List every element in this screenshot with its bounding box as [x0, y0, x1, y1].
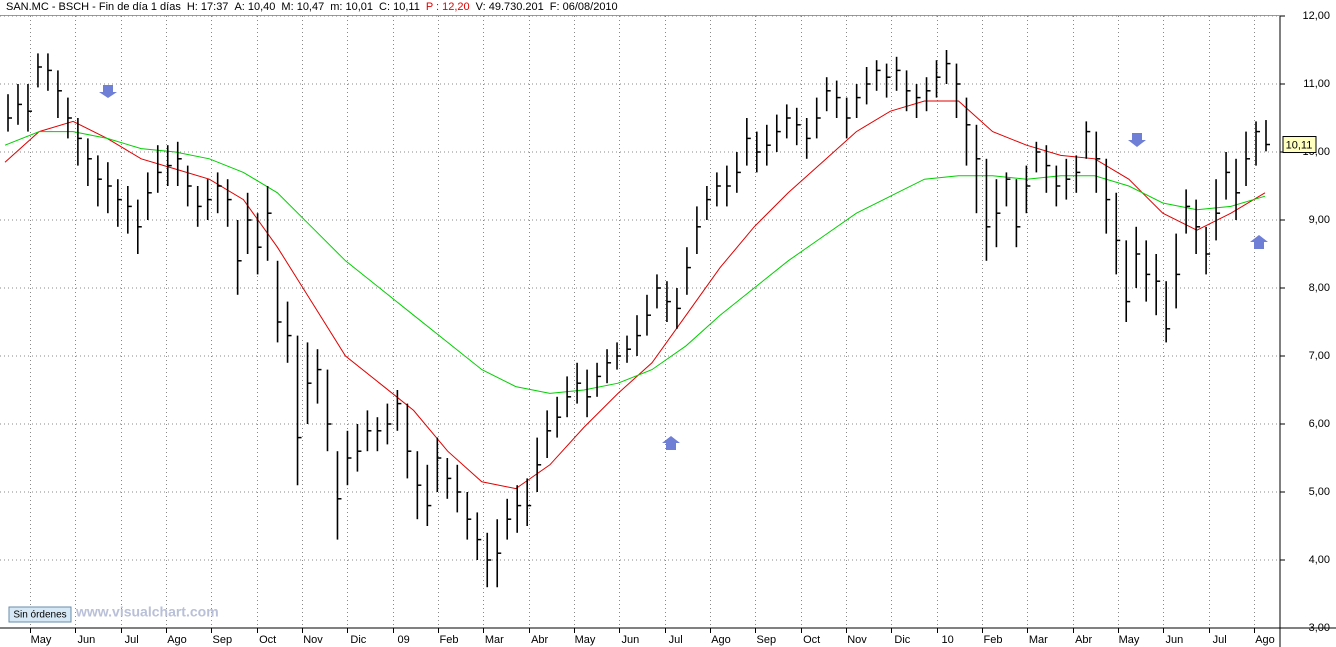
x-tick-label: Ago [167, 634, 187, 646]
header-field: F: 06/08/2010 [549, 1, 618, 13]
header-bar: SAN.MC - BSCH - Fin de día 1 días H: 17:3… [0, 0, 1280, 16]
x-tick-label: Oct [803, 634, 820, 646]
orders-button[interactable] [8, 606, 72, 623]
header-title: SAN.MC - BSCH - Fin de día 1 días [6, 1, 181, 13]
x-tick-label: Mar [485, 634, 504, 646]
x-tick-label: Feb [440, 634, 459, 646]
grid [0, 15, 1280, 629]
header-field: M: 10,47 [281, 1, 325, 13]
y-tick-label: 12,00 [1302, 10, 1330, 22]
x-tick-label: Abr [531, 634, 548, 646]
plot-area [0, 16, 1280, 628]
x-tick-label: 10 [942, 634, 954, 646]
x-tick-label: Jul [1213, 634, 1227, 646]
x-tick-label: Nov [303, 634, 323, 646]
header-field: m: 10,01 [330, 1, 374, 13]
x-tick-label: Jun [621, 634, 639, 646]
x-tick-label: Mar [1029, 634, 1048, 646]
x-tick-label: Jul [669, 634, 683, 646]
sell-arrow [99, 85, 117, 98]
y-tick-label: 3,00 [1309, 622, 1330, 634]
orders-button-label[interactable]: Sin órdenes [13, 610, 66, 621]
y-tick-label: 8,00 [1309, 282, 1330, 294]
header-field: A: 10,40 [234, 1, 276, 13]
x-tick-label: Abr [1075, 634, 1092, 646]
x-tick-label: Ago [1255, 634, 1275, 646]
y-tick-label: 6,00 [1309, 418, 1330, 430]
x-tick-label: Nov [847, 634, 867, 646]
header-field: H: 17:37 [186, 1, 229, 13]
buy-arrow [662, 436, 680, 450]
watermark: www.visualchart.com [75, 604, 219, 620]
buy-arrow [1250, 235, 1268, 249]
x-tick-label: May [575, 634, 596, 646]
x-tick-label: Sep [213, 634, 233, 646]
last-price-box [1282, 136, 1317, 154]
x-tick-label: Dic [350, 634, 366, 646]
y-tick-label: 7,00 [1309, 350, 1330, 362]
sell-arrow [1128, 133, 1146, 147]
last-price-label: 10,11 [1286, 139, 1313, 151]
y-tick-label: 11,00 [1303, 78, 1330, 90]
data [4, 50, 1270, 588]
x-tick-label: Jun [1165, 634, 1183, 646]
x-tick-label: 09 [398, 634, 410, 646]
header-field: C: 10,11 [379, 1, 420, 13]
header-field: P : 12,20 [425, 1, 470, 13]
x-tick-label: May [31, 634, 52, 646]
moving-average [4, 131, 1266, 394]
x-tick-label: Jun [77, 634, 95, 646]
x-tick-label: May [1119, 634, 1140, 646]
moving-average [4, 100, 1266, 490]
x-tick-label: Feb [984, 634, 1003, 646]
header-field: V: 49.730.201 [475, 1, 544, 13]
x-tick-label: Sep [757, 634, 777, 646]
y-tick-label: 4,00 [1309, 554, 1330, 566]
x-tick-label: Jul [125, 634, 139, 646]
y-tick-label: 9,00 [1309, 214, 1330, 226]
x-tick-label: Ago [711, 634, 731, 646]
x-tick-label: Oct [259, 634, 276, 646]
x-tick-label: Dic [894, 634, 910, 646]
y-tick-label: 5,00 [1309, 486, 1330, 498]
